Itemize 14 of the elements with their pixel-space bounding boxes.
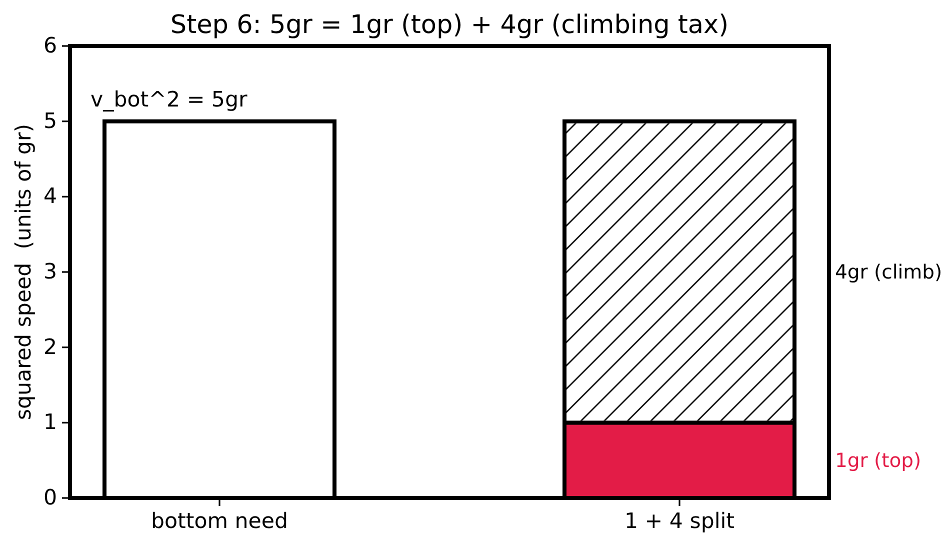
text: 1gr (top) — [835, 448, 922, 472]
y-tick-label: 3 — [43, 260, 57, 284]
chart-title: Step 6: 5gr = 1gr (top) + 4gr (climbing tax) — [170, 10, 729, 40]
y-axis-title: squared speed (units of gr) — [12, 124, 36, 420]
x-tick-label: 1 + 4 split — [624, 509, 735, 534]
text: 4gr (climb) — [835, 260, 942, 284]
y-tick-label: 4 — [43, 184, 57, 210]
annotation: v_bot^2 = 5gr — [90, 87, 248, 112]
y-tick-label: 0 — [43, 486, 57, 510]
x-tick-label: bottom need — [150, 509, 288, 534]
y-tick-label: 6 — [43, 34, 57, 58]
y-tick-label: 2 — [43, 334, 57, 360]
y-tick-label: 1 — [43, 410, 57, 436]
y-tick-label: 5 — [43, 108, 57, 134]
